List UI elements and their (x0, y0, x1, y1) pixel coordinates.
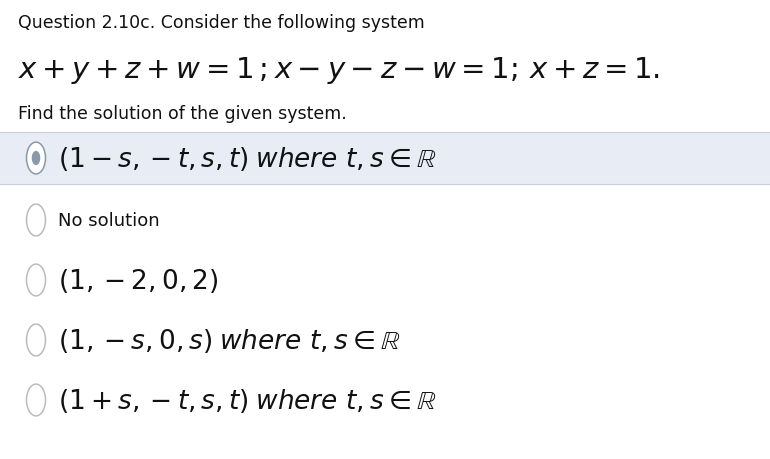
Ellipse shape (26, 143, 45, 174)
Ellipse shape (26, 205, 45, 236)
Ellipse shape (26, 264, 45, 296)
Ellipse shape (32, 151, 40, 166)
Text: Question 2.10c. Consider the following system: Question 2.10c. Consider the following s… (18, 14, 425, 32)
Ellipse shape (26, 384, 45, 416)
Text: $(1, -2, 0, 2)$: $(1, -2, 0, 2)$ (58, 266, 219, 294)
Text: $(1 + s, -t, s, t)$ $\mathit{where}\ t, s \in \mathbb{R}$: $(1 + s, -t, s, t)$ $\mathit{where}\ t, … (58, 386, 437, 414)
Text: $x + y + z + w = 1\,; x - y - z - w = 1;\, x + z = 1.$: $x + y + z + w = 1\,; x - y - z - w = 1;… (18, 55, 660, 86)
Ellipse shape (26, 325, 45, 356)
Text: No solution: No solution (58, 212, 159, 230)
Bar (0, 133, 770, 185)
Text: $(1 - s, -t, s, t)$ $\mathit{where}\ t, s \in \mathbb{R}$: $(1 - s, -t, s, t)$ $\mathit{where}\ t, … (58, 145, 437, 173)
Text: Find the solution of the given system.: Find the solution of the given system. (18, 105, 346, 123)
Text: $(1, -s, 0, s)$ $\mathit{where}\ t, s \in \mathbb{R}$: $(1, -s, 0, s)$ $\mathit{where}\ t, s \i… (58, 326, 400, 354)
